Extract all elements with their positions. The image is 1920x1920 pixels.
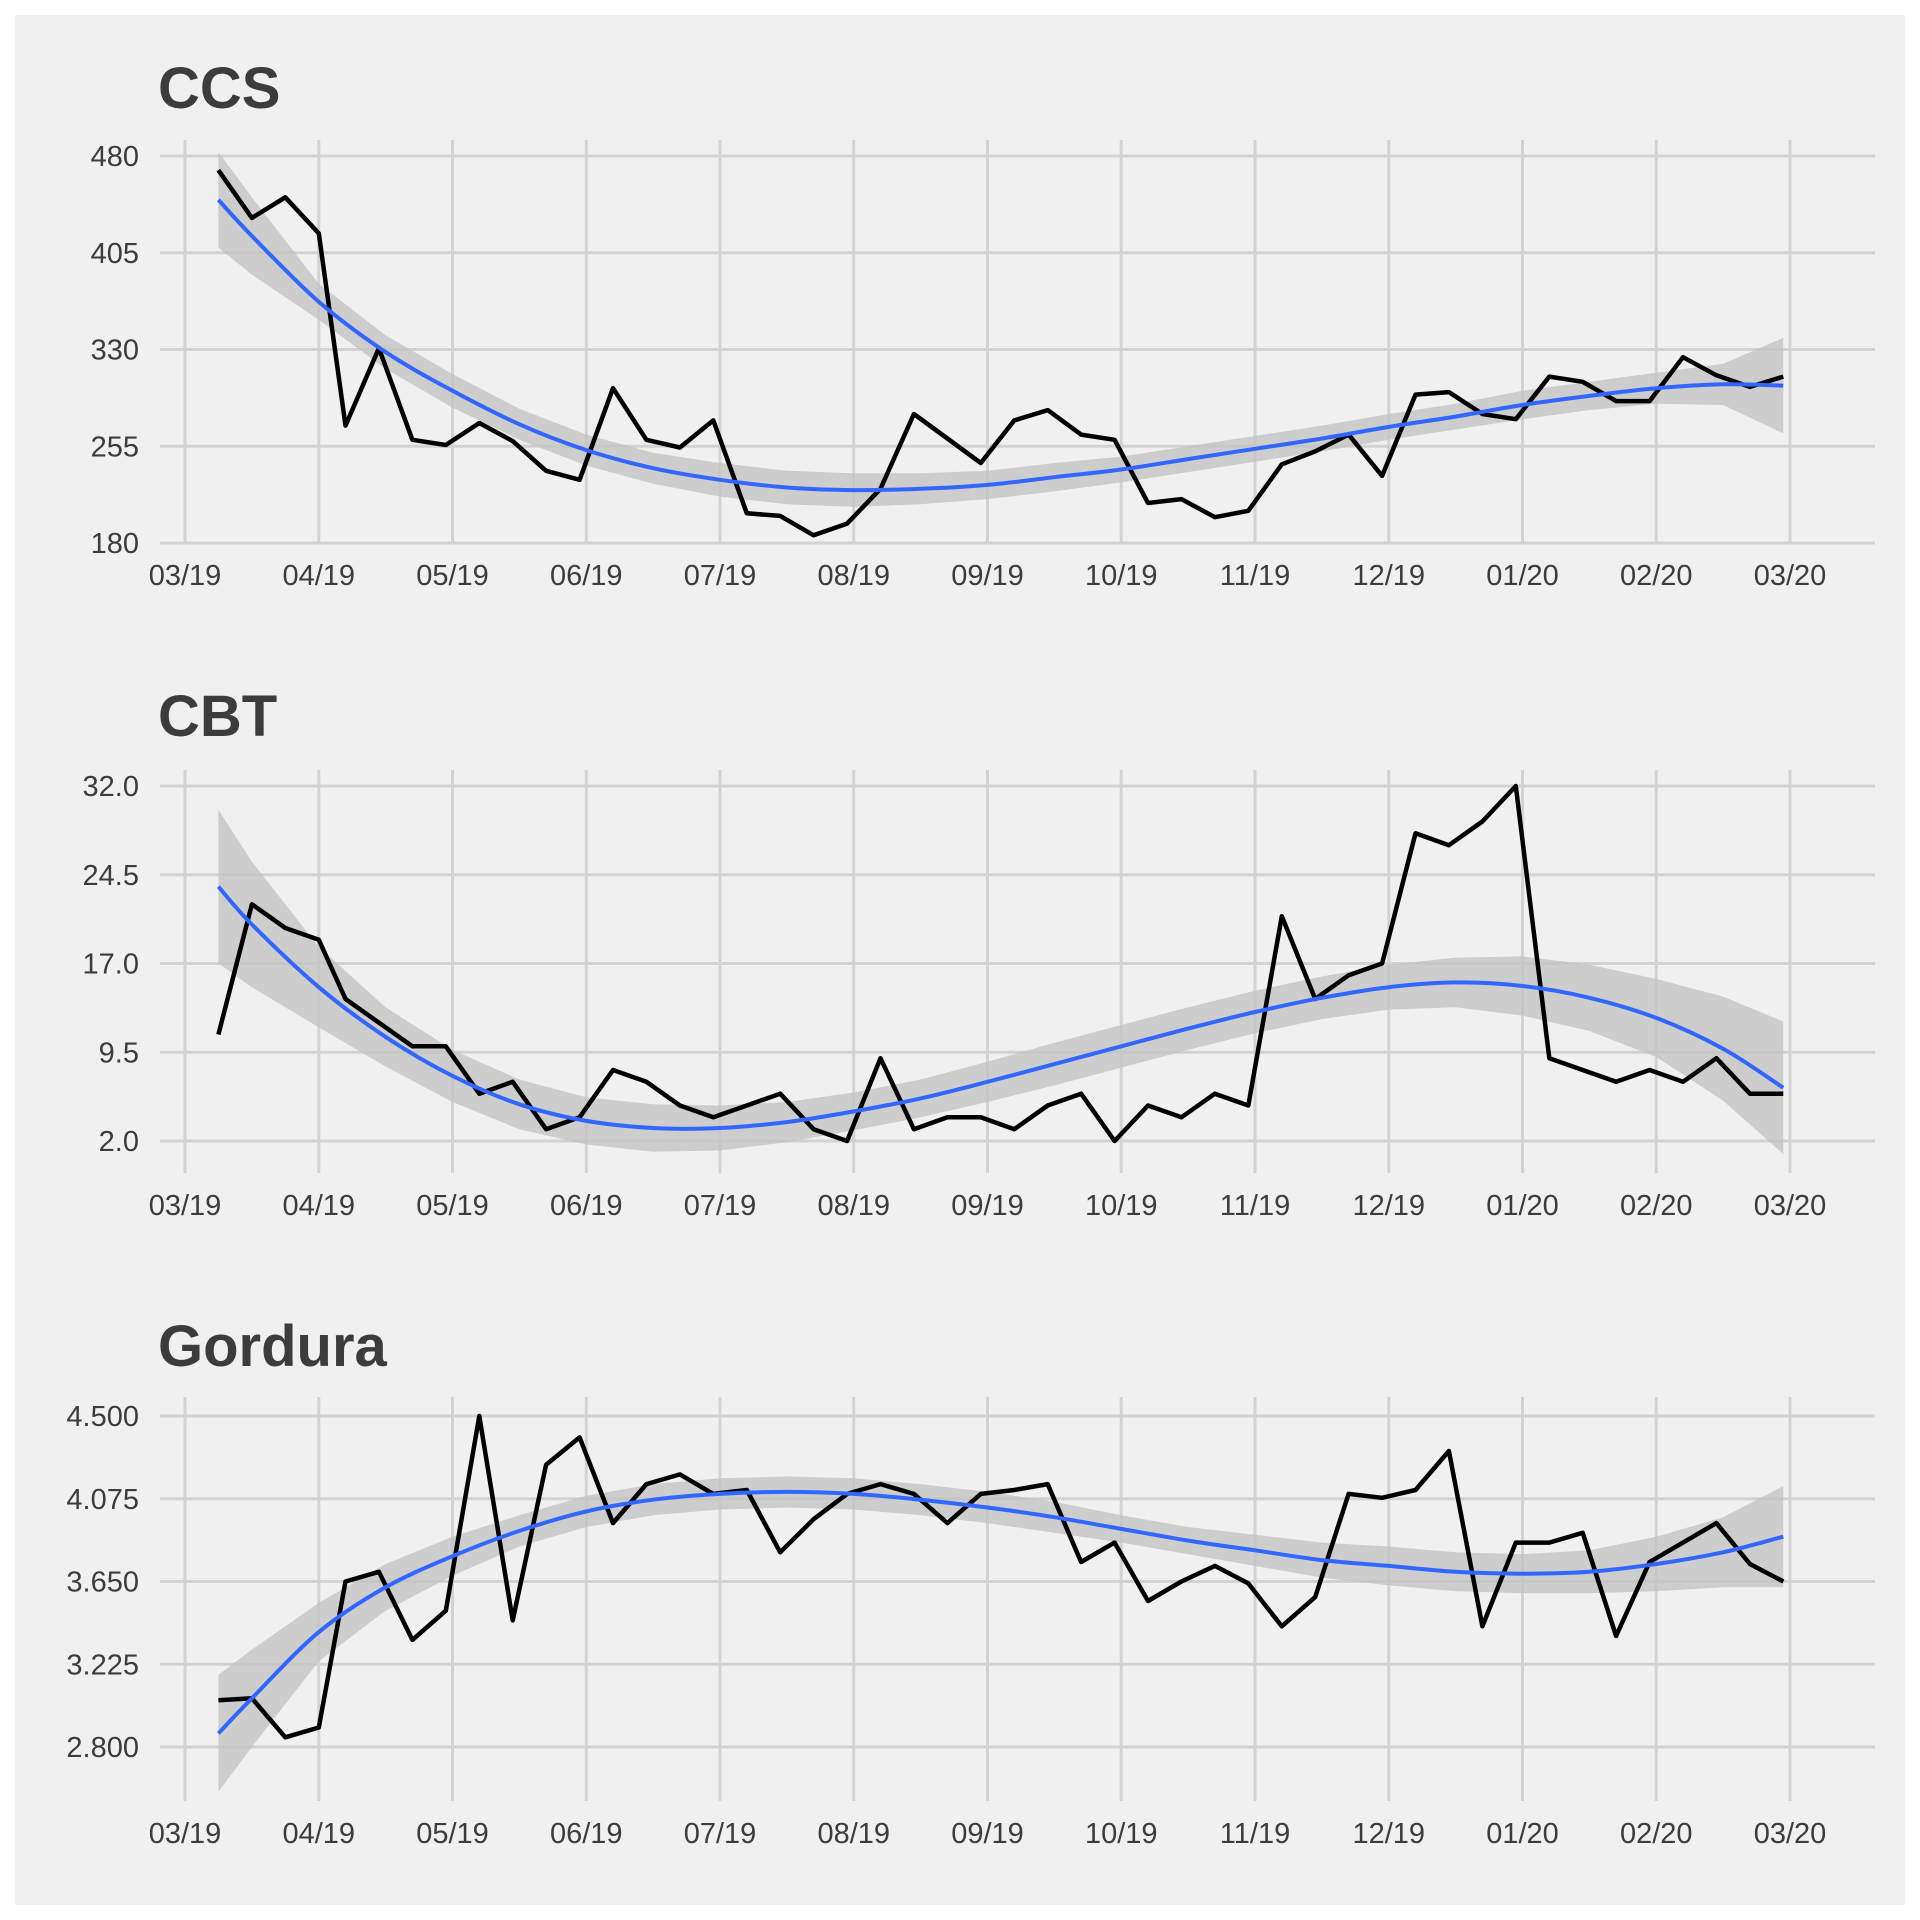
panel-title: CCS (158, 56, 280, 121)
x-tick-label: 07/19 (684, 1190, 757, 1222)
x-tick-label: 04/19 (282, 1818, 355, 1850)
x-tick-label: 10/19 (1085, 1818, 1158, 1850)
x-tick-label: 06/19 (550, 560, 623, 592)
panel-ccs: CCS 03/19 04/19 05/19 06/19 07/19 08/19 09/19 10… (91, 56, 1875, 592)
y-tick-label: 405 (91, 238, 139, 270)
trend-line (216, 1489, 1784, 1735)
x-tick-label: 09/19 (951, 560, 1024, 592)
x-tick-label: 02/20 (1620, 1818, 1693, 1850)
y-tick-label: 3.225 (66, 1649, 139, 1681)
x-tick-label: 02/20 (1620, 1190, 1693, 1222)
observed-series-line (218, 1413, 1785, 1740)
x-tick-label: 03/19 (149, 560, 222, 592)
x-tick-label: 03/19 (149, 1818, 222, 1850)
x-tick-label: 08/19 (817, 560, 890, 592)
panel-title: Gordura (158, 1314, 388, 1379)
y-tick-label: 330 (91, 335, 139, 367)
x-tick-label: 09/19 (951, 1190, 1024, 1222)
x-tick-label: 03/20 (1754, 560, 1827, 592)
y-tick-label: 4.500 (66, 1401, 139, 1433)
x-tick-label: 11/19 (1220, 1818, 1290, 1850)
x-tick-label: 01/20 (1486, 1190, 1559, 1222)
y-tick-label: 4.075 (66, 1484, 139, 1516)
x-tick-label: 06/19 (550, 1818, 623, 1850)
panel-title: CBT (158, 684, 277, 749)
x-tick-label: 03/20 (1754, 1190, 1827, 1222)
x-tick-label: 11/19 (1220, 560, 1290, 592)
x-tick-label: 05/19 (416, 1818, 489, 1850)
x-tick-label: 07/19 (684, 1818, 757, 1850)
x-tick-label: 11/19 (1220, 1190, 1290, 1222)
x-tick-label: 06/19 (550, 1190, 623, 1222)
faceted-line-chart: CCS 03/19 04/19 05/19 06/19 07/19 08/19 09/19 10… (66, 56, 1875, 1850)
x-tick-label: 09/19 (951, 1818, 1024, 1850)
x-tick-label: 01/20 (1486, 1818, 1559, 1850)
y-tick-label: 3.650 (66, 1567, 139, 1599)
panel-cbt: CBT 03/19 04/19 05/19 06/19 07/19 08/19 09/19 10… (83, 684, 1875, 1222)
y-tick-label: 2.800 (66, 1732, 139, 1764)
y-tick-label: 17.0 (83, 949, 139, 981)
y-tick-label: 32.0 (83, 771, 139, 803)
y-tick-label: 2.0 (99, 1126, 139, 1158)
confidence-band (218, 152, 1784, 507)
x-tick-label: 08/19 (817, 1818, 890, 1850)
x-tick-label: 03/19 (149, 1190, 222, 1222)
x-tick-label: 04/19 (282, 560, 355, 592)
x-tick-label: 10/19 (1085, 560, 1158, 592)
figure: CCS 03/19 04/19 05/19 06/19 07/19 08/19 09/19 10… (15, 15, 1905, 1905)
y-tick-label: 480 (91, 141, 139, 173)
x-tick-label: 08/19 (817, 1190, 890, 1222)
x-tick-label: 05/19 (416, 1190, 489, 1222)
panel-gordura: Gordura 03/19 04/19 05/19 06/19 07/19 08/19 09/… (66, 1314, 1875, 1850)
x-tick-label: 12/19 (1352, 1818, 1425, 1850)
x-tick-label: 07/19 (684, 560, 757, 592)
x-tick-label: 01/20 (1486, 560, 1559, 592)
y-tick-label: 255 (91, 431, 139, 463)
y-tick-label: 24.5 (83, 860, 139, 892)
x-tick-label: 03/20 (1754, 1818, 1827, 1850)
y-tick-label: 180 (91, 528, 139, 560)
observed-series-line (216, 168, 1784, 538)
y-tick-label: 9.5 (99, 1037, 139, 1069)
x-tick-label: 10/19 (1085, 1190, 1158, 1222)
x-tick-label: 02/20 (1620, 560, 1693, 592)
confidence-band (218, 1476, 1784, 1792)
x-tick-label: 04/19 (282, 1190, 355, 1222)
trend-line (216, 198, 1784, 493)
x-tick-label: 05/19 (416, 560, 489, 592)
x-tick-label: 12/19 (1352, 560, 1425, 592)
x-tick-label: 12/19 (1352, 1190, 1425, 1222)
trend-line (216, 885, 1785, 1131)
